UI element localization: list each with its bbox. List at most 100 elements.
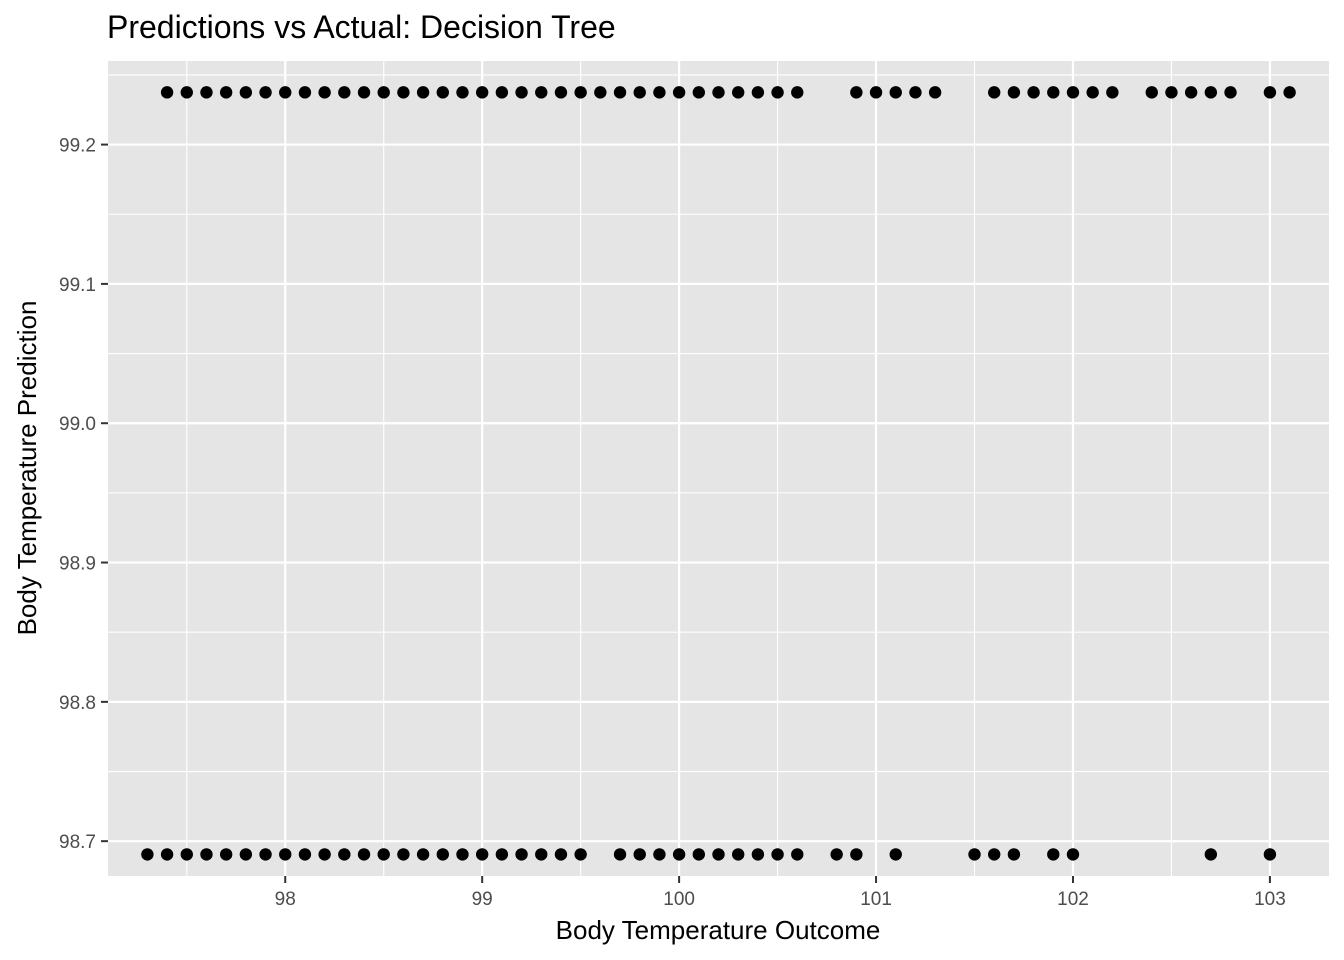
- data-point: [535, 86, 548, 99]
- data-point: [495, 86, 509, 99]
- data-point: [515, 848, 528, 861]
- data-point: [633, 848, 646, 861]
- data-point: [988, 848, 1001, 861]
- data-point: [1047, 848, 1060, 861]
- data-point: [850, 848, 863, 861]
- data-point: [456, 86, 469, 99]
- data-point: [712, 86, 725, 99]
- data-point: [1007, 848, 1021, 861]
- data-point: [889, 86, 902, 99]
- data-point: [397, 848, 410, 861]
- data-point: [298, 86, 312, 99]
- data-point: [1263, 848, 1277, 861]
- x-axis-ticks: 98 99 100 101 102 103: [275, 876, 1286, 910]
- data-point: [535, 848, 548, 861]
- data-point: [731, 86, 745, 99]
- data-point: [633, 86, 646, 99]
- data-point: [475, 86, 489, 99]
- y-axis-ticks: 98.7 98.8 98.9 99.0 99.1 99.2: [59, 136, 108, 853]
- data-point: [653, 848, 666, 861]
- data-point: [180, 848, 193, 861]
- y-tick-label: 98.8: [59, 693, 96, 714]
- data-point: [259, 86, 272, 99]
- data-point: [279, 86, 292, 99]
- data-point: [574, 86, 587, 99]
- data-point: [141, 848, 154, 861]
- data-point: [988, 86, 1001, 99]
- data-point: [397, 86, 410, 99]
- x-tick-label: 102: [1057, 889, 1089, 910]
- y-tick-label: 98.7: [59, 832, 96, 853]
- data-point: [475, 848, 489, 861]
- data-point: [357, 848, 371, 861]
- data-point: [692, 848, 706, 861]
- data-point: [1007, 86, 1021, 99]
- data-point: [928, 86, 942, 99]
- data-point: [574, 848, 587, 861]
- data-point: [653, 86, 666, 99]
- y-tick-label: 98.9: [59, 554, 96, 575]
- data-point: [259, 848, 272, 861]
- data-point: [338, 86, 351, 99]
- data-point: [771, 86, 784, 99]
- data-point: [1066, 848, 1080, 861]
- data-point: [830, 848, 843, 861]
- x-tick-label: 101: [860, 889, 892, 910]
- data-point: [495, 848, 509, 861]
- x-tick-label: 99: [472, 889, 493, 910]
- data-point: [771, 848, 784, 861]
- data-point: [1106, 86, 1119, 99]
- data-point: [416, 86, 430, 99]
- data-point: [1283, 86, 1296, 99]
- data-point: [791, 848, 804, 861]
- minor-gridlines: [108, 61, 1329, 876]
- data-point: [279, 848, 292, 861]
- data-point: [318, 848, 331, 861]
- chart-title: Predictions vs Actual: Decision Tree: [107, 9, 616, 45]
- data-point: [594, 86, 607, 99]
- y-tick-label: 99.1: [59, 275, 96, 296]
- data-point: [1165, 86, 1178, 99]
- data-point: [672, 848, 686, 861]
- x-tick-label: 98: [275, 889, 296, 910]
- x-tick-label: 103: [1254, 889, 1286, 910]
- data-point: [791, 86, 804, 99]
- data-point: [338, 848, 351, 861]
- data-point: [180, 86, 193, 99]
- data-point: [160, 86, 174, 99]
- data-point: [672, 86, 686, 99]
- data-point: [239, 848, 253, 861]
- plot-panel: [108, 61, 1329, 876]
- data-point: [1086, 86, 1099, 99]
- data-point: [1047, 86, 1060, 99]
- data-point: [1204, 848, 1218, 861]
- data-point: [613, 848, 627, 861]
- data-point: [219, 86, 233, 99]
- data-point: [200, 86, 213, 99]
- data-point: [357, 86, 371, 99]
- data-point: [554, 86, 568, 99]
- data-point: [1224, 86, 1237, 99]
- data-point: [613, 86, 627, 99]
- data-point: [1145, 86, 1158, 99]
- y-axis-title: Body Temperature Prediction: [12, 301, 42, 636]
- data-point: [436, 86, 449, 99]
- data-point: [712, 848, 725, 861]
- data-point: [239, 86, 253, 99]
- data-point: [751, 848, 765, 861]
- y-tick-label: 99.0: [59, 414, 96, 435]
- data-point: [1204, 86, 1218, 99]
- data-point: [1263, 86, 1277, 99]
- data-point: [1066, 86, 1080, 99]
- data-point: [1184, 86, 1198, 99]
- data-points: [141, 86, 1296, 861]
- data-point: [377, 848, 390, 861]
- data-point: [515, 86, 528, 99]
- data-point: [850, 86, 863, 99]
- data-point: [200, 848, 213, 861]
- data-point: [692, 86, 706, 99]
- data-point: [968, 848, 981, 861]
- data-point: [869, 86, 883, 99]
- x-tick-label: 100: [663, 889, 695, 910]
- data-point: [160, 848, 174, 861]
